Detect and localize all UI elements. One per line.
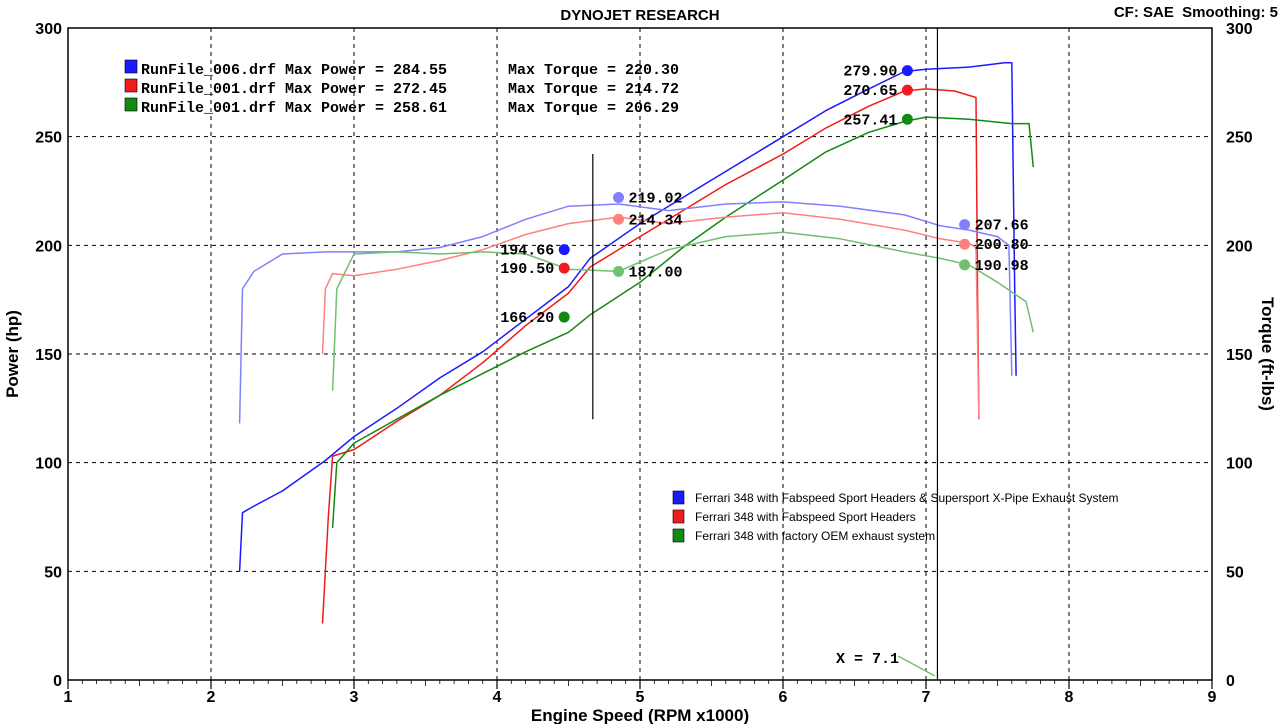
y-tick-label-left: 100 xyxy=(35,456,62,473)
cursor-readout-pointer xyxy=(897,655,936,677)
run-power-label: RunFile_006.drf Max Power = 284.55 xyxy=(141,62,447,79)
value-marker xyxy=(613,213,625,225)
run-summary-row: RunFile_001.drf Max Power = 272.45 Max T… xyxy=(124,78,679,98)
legend-swatch-blue xyxy=(672,490,685,505)
legend-label: Ferrari 348 with Fabspeed Sport Headers … xyxy=(695,491,1119,505)
run-torque-label: Max Torque = 220.30 xyxy=(508,62,679,79)
x-tick-label: 7 xyxy=(922,689,931,706)
legend-label: Ferrari 348 with factory OEM exhaust sys… xyxy=(695,529,935,543)
y-axis-title-right: Torque (ft-lbs) xyxy=(1258,297,1277,411)
value-label: 187.00 xyxy=(629,264,683,281)
y-tick-label-right: 300 xyxy=(1226,21,1253,38)
torque-series-line-green_light xyxy=(331,231,1035,391)
y-tick-label-left: 150 xyxy=(35,347,62,364)
x-axis-title: Engine Speed (RPM x1000) xyxy=(531,706,749,724)
value-label: 279.90 xyxy=(843,64,897,81)
run-swatch-blue xyxy=(124,59,138,74)
run-summary: RunFile_006.drf Max Power = 284.55 Max T… xyxy=(124,59,679,117)
legend-swatch-green xyxy=(672,528,685,543)
y-tick-label-right: 250 xyxy=(1226,130,1253,147)
value-markers: 279.90 270.65 257.41 219.02 214.34 187.00 194.… xyxy=(500,64,1028,327)
value-label: 207.66 xyxy=(975,218,1029,235)
y-tick-label-left: 250 xyxy=(35,130,62,147)
value-label: 257.41 xyxy=(843,112,897,129)
y-tick-label-left: 50 xyxy=(44,564,62,581)
y-axis-title-left: Power (hp) xyxy=(3,310,22,398)
value-marker xyxy=(613,192,625,204)
run-power-label: RunFile_001.drf Max Power = 272.45 xyxy=(141,81,447,98)
x-tick-label: 2 xyxy=(207,689,216,706)
y-tick-label-right: 50 xyxy=(1226,564,1244,581)
legend-label: Ferrari 348 with Fabspeed Sport Headers xyxy=(695,510,916,524)
y-tick-label-left: 300 xyxy=(35,21,62,38)
x-tick-label: 1 xyxy=(64,689,73,706)
x-tick-label: 4 xyxy=(493,689,502,706)
cursor-lines xyxy=(592,28,939,680)
x-tick-label: 9 xyxy=(1208,689,1217,706)
value-marker xyxy=(558,262,570,274)
power-series-line-blue xyxy=(238,62,1017,572)
legend-entry: Ferrari 348 with Fabspeed Sport Headers … xyxy=(672,490,1119,505)
x-tick-label: 8 xyxy=(1065,689,1074,706)
legend: Ferrari 348 with Fabspeed Sport Headers … xyxy=(672,490,1119,543)
x-tick-label: 6 xyxy=(779,689,788,706)
value-marker xyxy=(959,259,971,271)
y-tick-label-right: 100 xyxy=(1226,456,1253,473)
y-tick-label-right: 0 xyxy=(1226,673,1235,690)
value-marker xyxy=(558,244,570,256)
y-tick-label-left: 200 xyxy=(35,238,62,255)
run-power-label: RunFile_001.drf Max Power = 258.61 xyxy=(141,100,447,117)
y-tick-label-right: 200 xyxy=(1226,238,1253,255)
run-torque-label: Max Torque = 214.72 xyxy=(508,81,679,98)
value-marker xyxy=(959,219,971,231)
legend-swatch-red xyxy=(672,509,685,524)
legend-entry: Ferrari 348 with factory OEM exhaust sys… xyxy=(672,528,935,543)
value-marker xyxy=(613,265,625,277)
x-tick-label: 3 xyxy=(350,689,359,706)
value-label: 166.20 xyxy=(500,310,554,327)
run-torque-label: Max Torque = 206.29 xyxy=(508,100,679,117)
power-series-line-green xyxy=(331,116,1035,528)
run-swatch-green xyxy=(124,97,138,112)
y-tick-label-right: 150 xyxy=(1226,347,1253,364)
settings-label: CF: SAE Smoothing: 5 xyxy=(1114,4,1278,21)
value-marker xyxy=(901,84,913,96)
torque-series-line-blue_light xyxy=(238,201,1013,424)
value-label: 194.66 xyxy=(500,243,554,260)
x-tick-label: 5 xyxy=(636,689,645,706)
value-label: 190.50 xyxy=(500,261,554,278)
value-marker xyxy=(959,238,971,250)
chart-title: DYNOJET RESEARCH xyxy=(560,7,719,24)
run-summary-row: RunFile_006.drf Max Power = 284.55 Max T… xyxy=(124,59,679,79)
series-lines xyxy=(238,62,1035,624)
value-label: 219.02 xyxy=(629,191,683,208)
torque-series-line-red_light xyxy=(321,211,980,420)
value-label: 270.65 xyxy=(843,83,897,100)
legend-entry: Ferrari 348 with Fabspeed Sport Headers xyxy=(672,509,916,524)
value-marker xyxy=(558,311,570,323)
grid-lines xyxy=(68,28,1212,680)
run-swatch-red xyxy=(124,78,138,93)
value-label: 200.80 xyxy=(975,237,1029,254)
cursor-readout: X = 7.1 xyxy=(836,651,899,668)
value-label: 190.98 xyxy=(975,258,1029,275)
run-summary-row: RunFile_001.drf Max Power = 258.61 Max T… xyxy=(124,97,679,117)
power-series-line-red xyxy=(321,88,980,624)
value-label: 214.34 xyxy=(629,212,683,229)
value-marker xyxy=(901,65,913,77)
y-tick-label-left: 0 xyxy=(53,673,62,690)
value-marker xyxy=(901,113,913,125)
